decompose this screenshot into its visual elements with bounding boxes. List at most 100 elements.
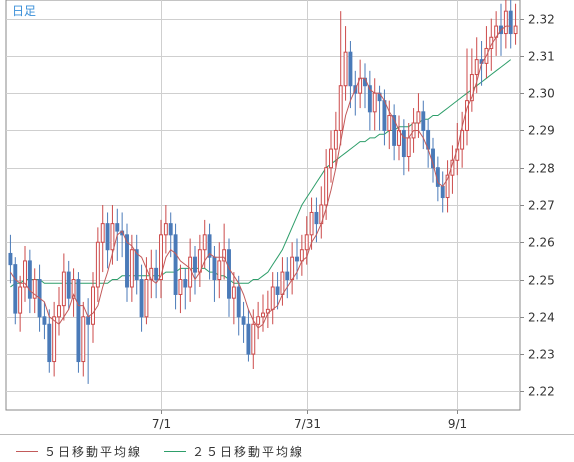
candle xyxy=(469,48,474,112)
candle-body xyxy=(372,92,377,113)
candle-body xyxy=(144,279,149,318)
candle xyxy=(32,268,37,314)
candle-body xyxy=(299,249,304,262)
candle xyxy=(231,272,236,325)
x-tick-label: 7/1 xyxy=(152,417,171,431)
candle-body xyxy=(474,59,479,76)
candle-body xyxy=(125,234,129,288)
candle-body xyxy=(421,111,426,131)
candle xyxy=(71,268,76,317)
y-tick-label: 2.24 xyxy=(528,311,555,325)
legend-swatch-ma25 xyxy=(164,451,186,452)
candle xyxy=(474,37,479,94)
candle-body xyxy=(513,25,518,35)
candle-body xyxy=(61,271,66,307)
y-tick-label: 2.23 xyxy=(528,348,555,362)
candle xyxy=(329,130,333,183)
legend-swatch-ma5 xyxy=(16,451,38,452)
candle-body xyxy=(246,323,251,355)
candle-body xyxy=(251,323,256,355)
candle xyxy=(159,219,163,299)
candle xyxy=(100,205,105,273)
y-tick-label: 2.28 xyxy=(528,162,555,176)
candle xyxy=(23,246,27,302)
y-tick-label: 2.26 xyxy=(528,236,555,250)
candle xyxy=(76,272,81,373)
candle-body xyxy=(280,271,285,295)
candle-body xyxy=(71,279,76,299)
candle-body xyxy=(66,271,71,299)
candle xyxy=(227,238,231,317)
candle-body xyxy=(154,267,159,281)
candle xyxy=(246,309,251,362)
candle xyxy=(333,111,338,168)
candle xyxy=(27,249,32,314)
candle-body xyxy=(95,241,100,288)
candle-body xyxy=(100,223,105,243)
candle xyxy=(183,268,188,310)
candle-body xyxy=(86,316,91,325)
x-tick-label: 7/31 xyxy=(294,417,321,431)
candle xyxy=(8,234,13,284)
candle xyxy=(134,234,139,295)
candle xyxy=(445,160,450,213)
candle xyxy=(401,119,406,176)
candle-body xyxy=(261,312,265,318)
candle xyxy=(178,264,183,314)
candle xyxy=(57,287,61,336)
candle-body xyxy=(91,286,95,325)
y-tick-label: 2.22 xyxy=(528,385,555,399)
candle-body xyxy=(387,115,392,131)
candle-body xyxy=(227,249,231,299)
x-tick-label: 9/1 xyxy=(448,417,467,431)
candle xyxy=(105,212,110,269)
candle-body xyxy=(23,260,27,288)
y-tick-label: 2.27 xyxy=(528,199,555,213)
candle-body xyxy=(401,129,406,158)
ma5-layer xyxy=(9,25,511,329)
candle xyxy=(387,100,392,150)
candle-body xyxy=(139,279,144,318)
candle xyxy=(421,100,426,150)
candle xyxy=(154,249,159,299)
candle-body xyxy=(329,148,333,169)
candle-body xyxy=(13,264,18,314)
period-label: 日足 xyxy=(12,4,36,18)
candle xyxy=(13,257,18,325)
candle xyxy=(348,41,353,109)
candle-body xyxy=(256,316,261,325)
candle xyxy=(236,275,241,336)
candle xyxy=(338,11,343,146)
candle-body xyxy=(314,211,319,225)
candle-body xyxy=(134,249,139,281)
candle-body xyxy=(212,256,217,281)
candle-body xyxy=(343,51,348,87)
candle-body xyxy=(333,129,338,150)
candle-body xyxy=(168,223,173,236)
candle-body xyxy=(367,85,372,113)
candle-body xyxy=(304,234,309,251)
candle-body xyxy=(52,316,57,363)
candle xyxy=(222,223,227,280)
legend-item-ma25: ２５日移動平均線 xyxy=(164,443,304,460)
candle-body xyxy=(324,167,329,206)
candle xyxy=(81,301,86,377)
candle-body xyxy=(416,111,421,124)
candle-body xyxy=(27,260,32,299)
candle-body xyxy=(32,279,37,299)
candle xyxy=(256,301,261,340)
candle-body xyxy=(193,256,197,273)
candle xyxy=(217,242,222,299)
candle xyxy=(503,0,508,49)
candle xyxy=(139,264,144,332)
candle-body xyxy=(382,100,387,131)
candle-body xyxy=(173,234,178,295)
candle-body xyxy=(290,256,295,281)
candle-body xyxy=(18,286,23,314)
candle-body xyxy=(222,249,227,262)
candle-body xyxy=(115,223,120,232)
candle xyxy=(285,257,290,299)
candle-body xyxy=(57,305,61,318)
candle-body xyxy=(110,223,115,251)
